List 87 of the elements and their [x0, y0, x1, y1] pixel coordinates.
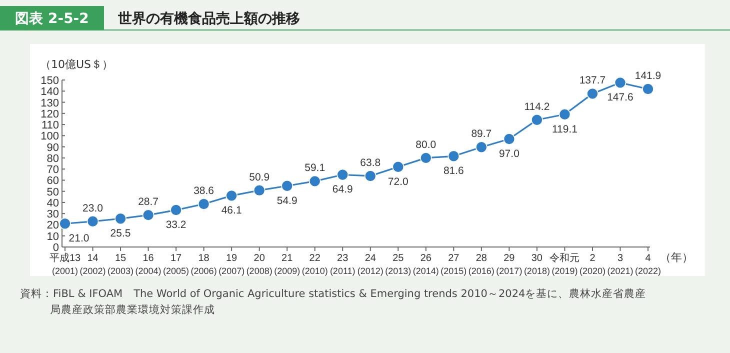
y-tick-label: 120	[40, 108, 59, 120]
x-tick-label: 20 (2008)	[246, 253, 272, 276]
point	[476, 141, 488, 154]
data-label: 28.7	[138, 196, 159, 208]
x-tick-label: 22 (2010)	[302, 253, 328, 276]
data-label: 147.6	[607, 92, 634, 104]
x-tick-label: 19 (2007)	[218, 253, 245, 276]
data-label: 63.8	[360, 156, 381, 169]
point	[198, 198, 210, 210]
x-tick-label: 25 (2013)	[385, 253, 412, 276]
text: 資料：FiBL & IFOAM The World of Organic Agriculture statistics & Emerging trends 2010～2024を基に、農林水産省農産局農産政策部農業環境対策課作成	[20, 287, 646, 316]
point	[503, 133, 516, 145]
x-tick-label: 21 (2009)	[274, 253, 300, 276]
data-label: 80.0	[416, 138, 436, 151]
point	[142, 209, 154, 221]
point	[114, 212, 126, 225]
data-label: 81.6	[443, 165, 464, 178]
chart-subtitle: 図表 2-5-2	[15, 11, 89, 27]
y-tick-label: 70	[46, 164, 59, 176]
point	[448, 150, 460, 162]
y-tick-label: 150	[40, 75, 59, 87]
point	[308, 175, 321, 188]
data-label: 97.0	[498, 148, 520, 160]
point	[531, 114, 543, 126]
data-label: 119.1	[552, 123, 578, 136]
y-tick-label: 0	[52, 242, 59, 254]
point	[364, 170, 376, 182]
point	[614, 76, 626, 89]
point	[336, 168, 349, 181]
point	[253, 184, 266, 196]
x-tick-label: 2 (2020)	[579, 253, 606, 276]
data-label: 54.9	[276, 194, 298, 207]
point	[586, 88, 598, 100]
y-axis-title: （10億US＄）	[40, 58, 114, 71]
x-tick-label: 4 (2022)	[634, 253, 662, 276]
x-tick-label: 28 (2016)	[468, 253, 494, 276]
x-tick-label: 平成13 (2001)	[49, 252, 81, 276]
point	[86, 215, 99, 228]
x-tick-label: 14 (2002)	[80, 253, 106, 276]
data-label: 64.9	[332, 184, 353, 196]
data-label: 114.2	[524, 100, 550, 113]
chart-title: 世界の有機食品売上額の推移	[117, 10, 300, 27]
point	[642, 83, 654, 95]
data-label: 89.7	[471, 128, 492, 140]
x-tick-label: 18 (2006)	[190, 253, 217, 276]
data-label: 50.9	[249, 171, 270, 184]
x-tick-label: 令和元 (2019)	[550, 252, 580, 276]
x-tick-label: 26 (2014)	[412, 253, 439, 276]
data-label: 46.1	[221, 204, 242, 217]
x-tick-label: 17 (2005)	[163, 253, 190, 276]
y-tick-label: 110	[41, 120, 59, 132]
x-tick-label: 23 (2011)	[330, 253, 356, 276]
point	[392, 160, 404, 173]
data-label: 72.0	[388, 176, 409, 188]
data-label: 137.7	[579, 74, 606, 87]
y-tick-label: 100	[40, 130, 59, 143]
y-tick-label: 40	[46, 197, 59, 210]
point	[558, 108, 571, 120]
y-tick-label: 140	[40, 86, 59, 98]
x-tick-label: 27 (2015)	[440, 253, 467, 276]
point	[226, 190, 238, 202]
point	[59, 218, 71, 230]
x-tick-label: 24 (2012)	[357, 253, 384, 276]
y-tick-label: 50	[46, 186, 59, 198]
data-label: 59.1	[304, 162, 326, 174]
point	[420, 152, 432, 164]
data-label: 141.9	[634, 70, 662, 82]
y-tick-label: 10	[46, 230, 59, 243]
x-tick-label: 29 (2017)	[496, 253, 522, 276]
y-tick-label: 130	[40, 97, 59, 110]
x-tick-label: 30 (2018)	[524, 253, 550, 276]
x-tick-label: 3 (2021)	[607, 253, 634, 276]
data-label: 38.6	[194, 185, 214, 198]
y-tick-label: 80	[46, 152, 59, 165]
x-axis-title: （年）	[660, 251, 693, 264]
y-tick-label: 20	[46, 220, 59, 232]
x-tick-label: 15 (2003)	[108, 253, 134, 276]
y-tick-label: 60	[46, 175, 59, 188]
data-label: 23.0	[82, 202, 104, 214]
data-label: 25.5	[110, 228, 131, 240]
point	[170, 204, 182, 216]
y-tick-label: 90	[46, 142, 59, 154]
y-tick-label: 30	[46, 208, 59, 221]
data-label: 21.0	[68, 232, 90, 245]
x-tick-label: 16 (2004)	[135, 253, 162, 276]
point	[281, 180, 293, 192]
data-label: 33.2	[166, 219, 186, 232]
